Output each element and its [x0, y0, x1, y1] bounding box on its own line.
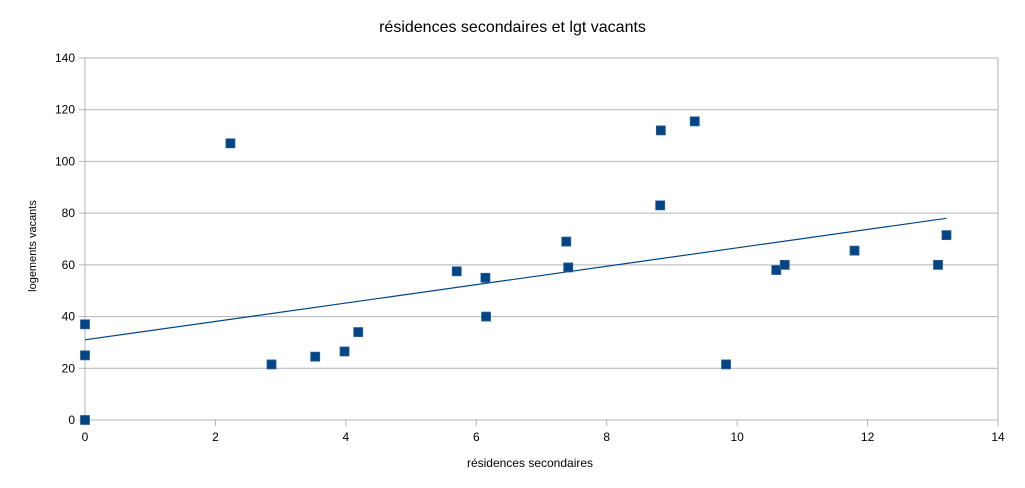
- y-tick-label: 80: [62, 206, 76, 220]
- x-axis-label: résidences secondaires: [466, 456, 594, 470]
- x-tick-label: 12: [861, 430, 875, 444]
- data-point: [561, 236, 572, 247]
- data-point: [771, 265, 782, 275]
- data-point: [933, 259, 943, 270]
- data-point: [849, 245, 860, 256]
- x-tick-label: 6: [473, 430, 480, 444]
- data-point: [779, 259, 790, 270]
- trendline: [84, 217, 947, 341]
- y-tick-label: 140: [55, 51, 75, 65]
- data-point: [266, 359, 277, 370]
- data-point: [655, 125, 666, 136]
- data-point: [339, 346, 350, 357]
- y-tick-label: 0: [68, 413, 75, 427]
- x-tick-label: 8: [603, 430, 610, 444]
- x-tick-label: 14: [991, 430, 1005, 444]
- data-point: [480, 272, 491, 283]
- data-point: [80, 319, 90, 330]
- y-tick-label: 120: [55, 103, 75, 117]
- data-point: [310, 351, 321, 362]
- data-point: [481, 311, 491, 322]
- data-point: [80, 350, 90, 361]
- data-point: [563, 262, 574, 273]
- x-tick-label: 0: [82, 430, 89, 444]
- data-point: [941, 230, 952, 241]
- data-point: [225, 138, 236, 149]
- data-point: [689, 116, 700, 127]
- x-tick-label: 4: [343, 430, 350, 444]
- data-point: [721, 359, 731, 370]
- x-tick-label: 2: [212, 430, 219, 444]
- y-tick-label: 100: [55, 154, 75, 168]
- x-tick-label: 10: [730, 430, 744, 444]
- y-tick-label: 60: [62, 258, 76, 272]
- data-point: [655, 200, 666, 211]
- data-point: [353, 327, 364, 337]
- chart-title: résidences secondaires et lgt vacants: [379, 19, 646, 36]
- data-point: [451, 266, 462, 277]
- data-point: [80, 415, 90, 425]
- y-tick-label: 20: [62, 361, 76, 375]
- y-tick-label: 40: [62, 310, 76, 324]
